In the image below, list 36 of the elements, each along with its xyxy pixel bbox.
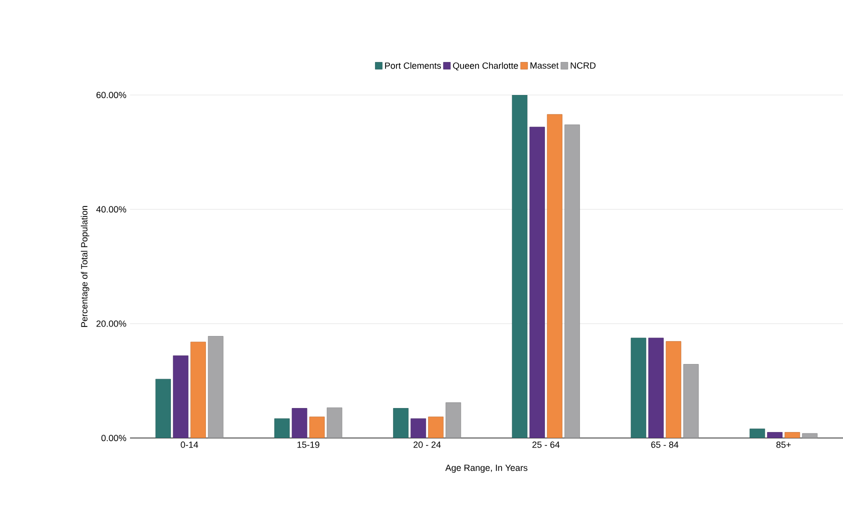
- bar: [648, 338, 664, 438]
- bar: [172, 355, 188, 438]
- bar: [428, 416, 444, 438]
- legend-label: NCRD: [570, 62, 596, 69]
- y-axis-title: Percentage of Total Population: [80, 206, 90, 327]
- bar: [410, 418, 426, 438]
- x-tick-label: 15-19: [297, 442, 320, 448]
- bar: [666, 341, 682, 438]
- bar: [630, 338, 646, 438]
- y-tick-label: 40.00%: [96, 206, 126, 213]
- y-tick-label: 60.00%: [96, 92, 126, 98]
- bar: [155, 378, 171, 438]
- bar: [190, 342, 206, 438]
- bar: [512, 94, 528, 438]
- x-tick-label: 25 - 64: [532, 442, 560, 448]
- x-tick-label: 0-14: [180, 442, 198, 448]
- legend-label: Masset: [530, 62, 559, 69]
- bar: [750, 428, 766, 438]
- y-tick-label: 0.00%: [101, 434, 126, 442]
- y-tick-label: 20.00%: [96, 320, 126, 327]
- legend-label: Queen Charlotte: [453, 62, 518, 70]
- bar: [446, 402, 462, 438]
- bar: [208, 336, 224, 438]
- bar: [529, 126, 545, 438]
- x-tick-label: 65 - 84: [651, 442, 678, 448]
- bar: [393, 408, 409, 438]
- x-tick-label: 20 - 24: [414, 442, 441, 448]
- bar: [292, 408, 308, 438]
- legend-label: Port Clements: [385, 62, 441, 69]
- bar: [546, 114, 562, 438]
- bar: [326, 408, 342, 438]
- x-axis-title: Age Range, In Years: [445, 464, 528, 473]
- x-tick-label: 85+: [776, 442, 791, 448]
- bar: [683, 364, 699, 438]
- bar: [564, 124, 580, 438]
- bar: [309, 416, 325, 438]
